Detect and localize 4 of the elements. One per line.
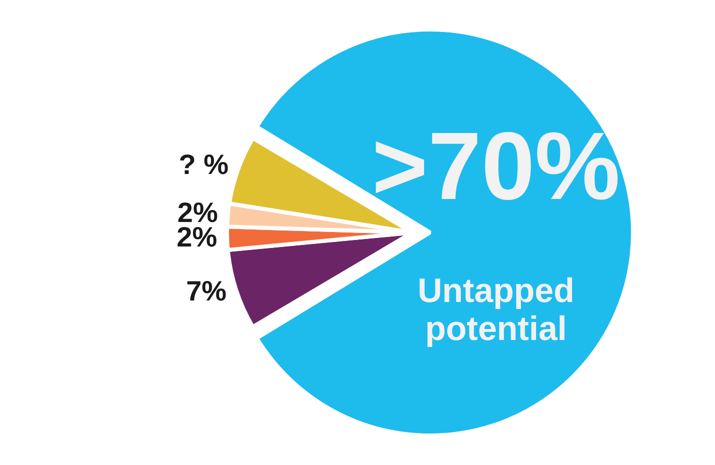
data-label: 7% — [186, 276, 227, 307]
data-label: >70% — [372, 112, 620, 220]
data-label: ? % — [178, 148, 229, 180]
slice-label: Untapped potential — [418, 272, 574, 348]
